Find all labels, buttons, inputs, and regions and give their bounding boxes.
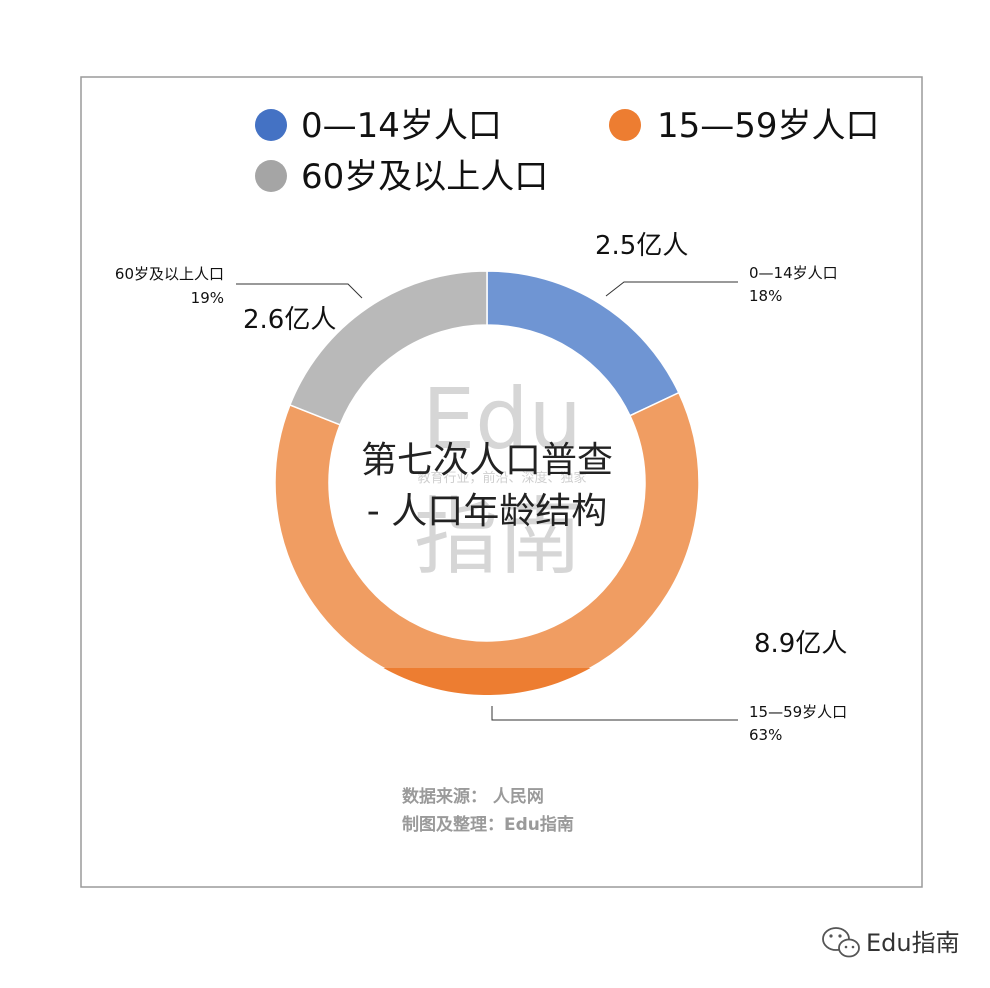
slice-15-59 [274,391,700,696]
wechat-icon [822,927,860,958]
legend-label-60-plus: 60岁及以上人口 [301,157,548,197]
legend-label-0-14: 0—14岁人口 [301,106,502,146]
amount-label-60-plus: 2.6亿人 [243,305,336,335]
amount-label-15-59: 8.9亿人 [754,629,847,659]
slice-60-plus [288,270,488,426]
leader-label-15-59-percent: 63% [749,726,782,744]
legend-swatch-0-14 [255,109,287,141]
source-line-1: 数据来源： 人民网 [402,786,544,807]
watermark-tagline: 教育行业，前沿、深度、独家 [417,470,586,486]
legend-label-15-59: 15—59岁人口 [657,106,880,146]
leader-label-0-14-percent: 18% [749,287,782,305]
legend-swatch-60-plus [255,160,287,192]
watermark: Edu 教育行业，前沿、深度、独家 指南 [414,370,587,586]
leader-label-60-plus-name: 60岁及以上人口 [115,265,224,283]
chart-frame [80,76,923,888]
leader-line-60-plus [236,283,363,299]
amount-label-0-14: 2.5亿人 [595,231,688,261]
footer-brand: Edu指南 [822,927,960,958]
source-line-2: 制图及整理：Edu指南 [402,814,574,835]
donut-slices [274,270,700,696]
leader-line-15-59 [491,706,738,721]
watermark-edu: Edu [422,370,582,468]
footer-brand-name: Edu指南 [866,929,960,957]
watermark-zhinan: 指南 [414,488,582,586]
legend-swatch-15-59 [609,109,641,141]
leader-label-0-14-name: 0—14岁人口 [749,264,838,282]
leader-line-0-14 [605,281,738,297]
legend: 0—14岁人口 15—59岁人口 60岁及以上人口 [255,106,880,197]
center-title-line-1: 第七次人口普查 [361,440,613,481]
slice-15-59-shade [383,668,591,695]
center-title-line-2: - 人口年龄结构 [367,491,607,532]
leader-label-60-plus-percent: 19% [191,289,224,307]
leader-label-15-59-name: 15—59岁人口 [749,703,847,721]
